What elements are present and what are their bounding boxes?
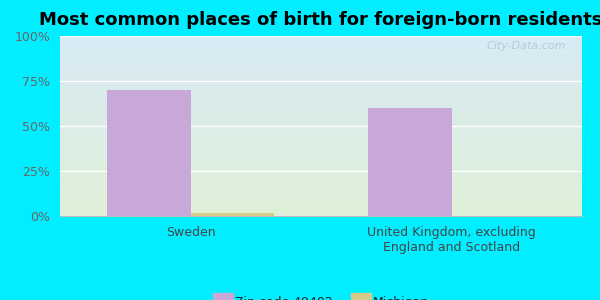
- Text: City-Data.com: City-Data.com: [487, 41, 566, 51]
- Bar: [368, 108, 452, 216]
- Bar: [107, 90, 191, 216]
- Title: Most common places of birth for foreign-born residents: Most common places of birth for foreign-…: [40, 11, 600, 29]
- Legend: Zip code 49402, Michigan: Zip code 49402, Michigan: [208, 291, 434, 300]
- Bar: [191, 213, 274, 216]
